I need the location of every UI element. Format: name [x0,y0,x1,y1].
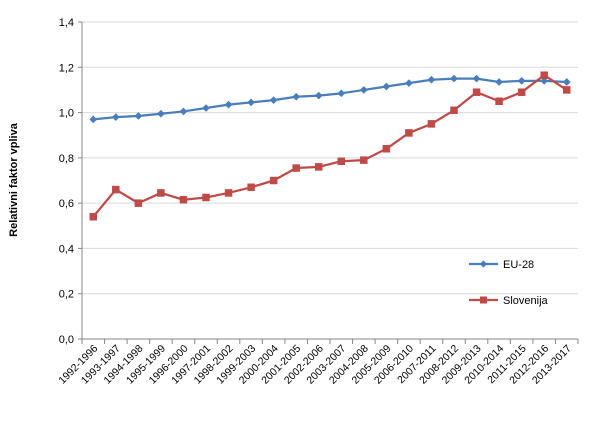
y-tick-label: 1,0 [59,108,74,120]
data-point [427,120,436,128]
data-point [472,74,481,83]
data-point [427,75,436,84]
data-point [472,88,481,96]
data-point [314,91,323,100]
data-point [337,89,346,98]
data-point [360,156,368,164]
legend-marker [480,296,487,304]
data-point [404,79,413,88]
data-point [179,107,188,116]
grid-lines [82,21,578,295]
data-point [382,82,391,91]
data-point [450,106,458,115]
data-point [202,193,210,202]
y-tick-label: 0,6 [59,198,74,210]
series-eu-28 [89,74,571,124]
x-tick-labels: 1992-19961993-19971994-19981995-19991996… [56,343,574,387]
y-tick-label: 0,4 [59,243,74,255]
y-tick-label: 0,8 [59,153,74,165]
data-point [540,71,548,79]
data-point [450,74,458,83]
data-point [134,112,143,120]
y-tick-labels: 0,0 0,2 0,4 0,6 0,8 1,0 1,2 1,4 [59,17,74,346]
data-point [157,189,165,197]
data-point [359,85,368,94]
series-line [93,77,567,121]
series-slovenija [89,71,571,221]
data-point [89,115,98,124]
data-point [562,86,571,94]
y-tick-label: 0,0 [59,334,74,346]
data-point [382,145,391,153]
data-point [314,163,323,171]
data-point [562,78,571,86]
legend-label: Slovenija [503,295,549,307]
data-point [247,98,256,107]
legend-item: EU-28 [469,259,534,271]
data-point [495,97,503,105]
legend-item: Slovenija [469,295,549,307]
legend: EU-28 Slovenija [469,259,549,307]
y-tick-label: 0,2 [59,289,74,301]
data-point [540,76,549,85]
series [89,71,571,221]
data-point [224,100,233,109]
legend-marker [479,260,488,268]
data-point [89,212,98,221]
legend-label: EU-28 [503,259,534,271]
data-point [112,185,120,194]
data-point [111,113,120,122]
data-point [517,88,526,96]
data-point [495,78,504,86]
data-point [517,76,526,85]
y-tick-label: 1,2 [59,62,74,74]
y-axis-title: Relativni faktor vpliva [8,122,20,237]
data-point [156,109,165,118]
data-point [292,164,300,172]
data-point [224,189,233,197]
data-point [337,157,346,166]
data-point [134,199,143,207]
axes [78,21,579,344]
data-point [405,129,413,137]
data-point [247,183,255,192]
data-point [269,176,278,185]
data-point [202,104,210,112]
series-line [92,74,568,218]
data-point [269,96,278,105]
data-point [292,92,301,101]
data-point [179,195,188,204]
y-tick-label: 1,4 [59,17,74,29]
